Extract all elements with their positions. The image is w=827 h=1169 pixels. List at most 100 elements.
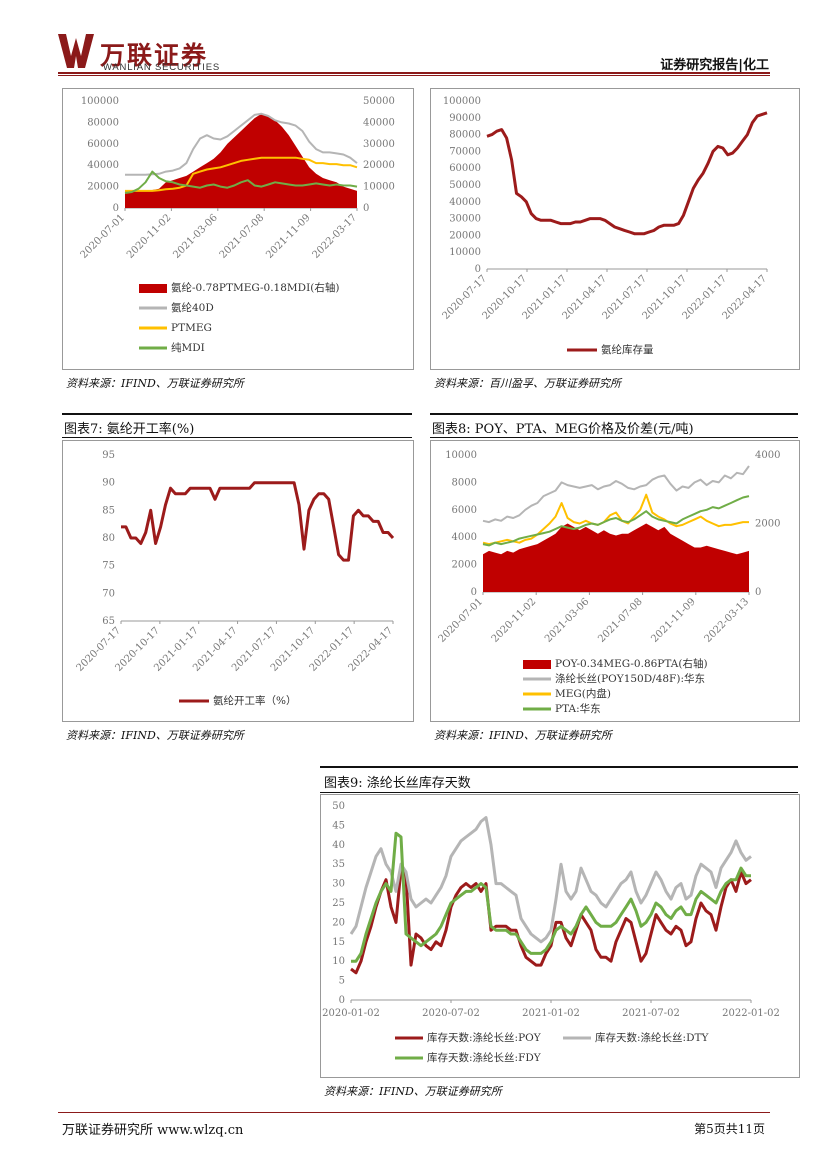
- figure-6-source: 资料来源：百川盈孚、万联证券研究所: [434, 377, 621, 390]
- y-left-tick-label: 20000: [449, 230, 481, 241]
- legend-label: 氨纶40D: [171, 301, 214, 314]
- y-left-tick-label: 30: [332, 879, 345, 890]
- figure-6-panel: 0 10000 20000 30000 40000 50000 60000 70000 8000…: [430, 88, 800, 370]
- y-right-tick-label: 2000: [755, 519, 780, 530]
- legend-label: 氨纶库存量: [601, 343, 654, 356]
- figure-5-panel: 0 20000 40000 60000 80000 100000 0 10000 20000 30…: [62, 88, 414, 370]
- y-right-tick-label: 20000: [363, 160, 395, 171]
- figure-9-title-rule: [320, 792, 798, 793]
- y-left-tick-label: 85: [102, 505, 115, 516]
- series-line-1: [482, 465, 750, 524]
- y-right-tick-label: 50000: [363, 96, 395, 107]
- figure-8-title: 图表8: POY、PTA、MEG价格及价差(元/吨): [432, 422, 694, 437]
- figure-7-title: 图表7: 氨纶开工率(%): [64, 422, 195, 437]
- figure-7-title-rule: [62, 437, 412, 438]
- x-tick-label: 2021-07-08: [596, 596, 645, 645]
- x-tick-label: 2022-03-13: [703, 596, 752, 645]
- figure-8-source: 资料来源：IFIND、万联证券研究所: [434, 729, 612, 742]
- figure-9-chart: 0 5 10 15 20 25 30 35 40 45 50 2020-01-02 2020-07-02…: [322, 801, 780, 1064]
- y-left-tick-label: 35: [332, 859, 345, 870]
- y-left-tick-label: 30000: [449, 214, 481, 225]
- series-line-2: [351, 831, 751, 963]
- figure-9-title: 图表9: 涤纶长丝库存天数: [324, 776, 471, 791]
- y-left-tick-label: 5: [339, 976, 345, 987]
- series-line-3: [482, 495, 750, 547]
- series-line-0: [121, 481, 395, 562]
- legend-label: 库存天数:涤纶长丝:POY: [427, 1031, 542, 1044]
- header-rule-thin: [58, 75, 770, 76]
- y-left-tick-label: 8000: [452, 477, 477, 488]
- y-left-tick-label: 75: [102, 561, 115, 572]
- legend-label: 氨纶开工率（%）: [213, 694, 296, 707]
- x-tick-label: 2021-03-06: [543, 596, 592, 645]
- y-left-tick-label: 80000: [87, 117, 119, 128]
- footer-page-number: 第5页共11页: [694, 1122, 765, 1136]
- x-tick-label: 2021-07-08: [218, 212, 267, 261]
- y-left-tick-label: 20000: [87, 182, 119, 193]
- figure-7-chart: 657075808590952020-07-172020-10-172021-0…: [75, 450, 396, 707]
- y-left-tick-label: 10: [332, 956, 345, 967]
- legend-label: 纯MDI: [171, 341, 205, 354]
- figure-5-chart: 0 20000 40000 60000 80000 100000 0 10000 20000 30…: [79, 96, 395, 354]
- y-left-tick-label: 50: [332, 801, 345, 812]
- legend-swatch: [523, 660, 551, 669]
- brand-name-cn: 万联证券: [100, 41, 209, 70]
- x-tick-label: 2020-07-01: [437, 596, 486, 645]
- legend-label: PTMEG: [171, 322, 212, 334]
- figure-9-source: 资料来源：IFIND、万联证券研究所: [324, 1085, 502, 1098]
- legend-label: PTA:华东: [555, 702, 601, 715]
- figure-8-panel: 0 2000 4000 6000 8000 10000 0 2000 4000 2020-07-0…: [430, 440, 800, 722]
- figure-7-source: 资料来源：IFIND、万联证券研究所: [66, 729, 244, 742]
- series-line-1: [125, 112, 358, 176]
- x-tick-label: 2020-11-02: [490, 596, 539, 645]
- x-tick-label: 2020-07-01: [79, 212, 128, 261]
- figure-9-panel: 0 5 10 15 20 25 30 35 40 45 50 2020-01-02 2020-07-02…: [320, 794, 800, 1078]
- y-left-tick-label: 50000: [449, 180, 481, 191]
- y-left-tick-label: 60000: [449, 163, 481, 174]
- figure-8-chart: 0 2000 4000 6000 8000 10000 0 2000 4000 2020-07-0…: [437, 450, 781, 715]
- x-tick-label: 2021-11-09: [264, 212, 313, 261]
- report-category: 证券研究报告|化工: [660, 58, 769, 73]
- series-area-0: [483, 523, 749, 592]
- legend-label: MEG(内盘): [555, 687, 611, 700]
- y-left-tick-label: 70000: [449, 146, 481, 157]
- legend-label: 库存天数:涤纶长丝:FDY: [427, 1051, 542, 1064]
- series-line-0: [350, 866, 752, 975]
- y-left-tick-label: 90000: [449, 113, 481, 124]
- y-left-tick-label: 25: [332, 898, 345, 909]
- y-left-tick-label: 70: [102, 588, 115, 599]
- x-tick-label: 2021-03-06: [171, 212, 220, 261]
- brand-name-en: WANLIAN SECURITIES: [103, 62, 220, 73]
- y-left-tick-label: 90: [102, 478, 115, 489]
- series-line-0: [486, 111, 768, 236]
- series-line-2: [482, 493, 749, 546]
- y-left-tick-label: 10000: [449, 247, 481, 258]
- y-right-tick-label: 40000: [363, 117, 395, 128]
- y-left-tick-label: 40000: [449, 197, 481, 208]
- legend-label: 氨纶-0.78PTMEG-0.18MDI(右轴): [171, 281, 339, 294]
- brand-logo-icon: [58, 34, 94, 68]
- header-rule: [58, 72, 770, 74]
- y-left-tick-label: 45: [332, 820, 345, 831]
- legend-label: POY-0.34MEG-0.86PTA(右轴): [555, 657, 708, 670]
- figure-5-source: 资料来源：IFIND、万联证券研究所: [66, 377, 244, 390]
- footer-rule: [58, 1112, 770, 1113]
- y-right-tick-label: 30000: [363, 139, 395, 150]
- series-line-3: [124, 170, 358, 194]
- x-tick-label: 2020-01-02: [322, 1008, 380, 1019]
- y-right-tick-label: 4000: [755, 450, 780, 461]
- y-left-tick-label: 95: [102, 450, 115, 461]
- y-left-tick-label: 0: [471, 587, 477, 598]
- y-left-tick-label: 80000: [449, 130, 481, 141]
- y-left-tick-label: 4000: [452, 532, 477, 543]
- footer-institution: 万联证券研究所 www.wlzq.cn: [62, 1123, 244, 1138]
- x-tick-label: 2020-11-02: [125, 212, 174, 261]
- legend-label: 涤纶长丝(POY150D/48F):华东: [555, 672, 705, 685]
- y-left-tick-label: 0: [113, 203, 119, 214]
- figure-6-chart: 0 10000 20000 30000 40000 50000 60000 70000 8000…: [441, 96, 770, 356]
- y-right-tick-label: 0: [363, 203, 369, 214]
- y-left-tick-label: 0: [339, 995, 345, 1006]
- y-left-tick-label: 40: [332, 840, 345, 851]
- y-left-tick-label: 65: [102, 616, 115, 627]
- series-line-2: [125, 156, 358, 192]
